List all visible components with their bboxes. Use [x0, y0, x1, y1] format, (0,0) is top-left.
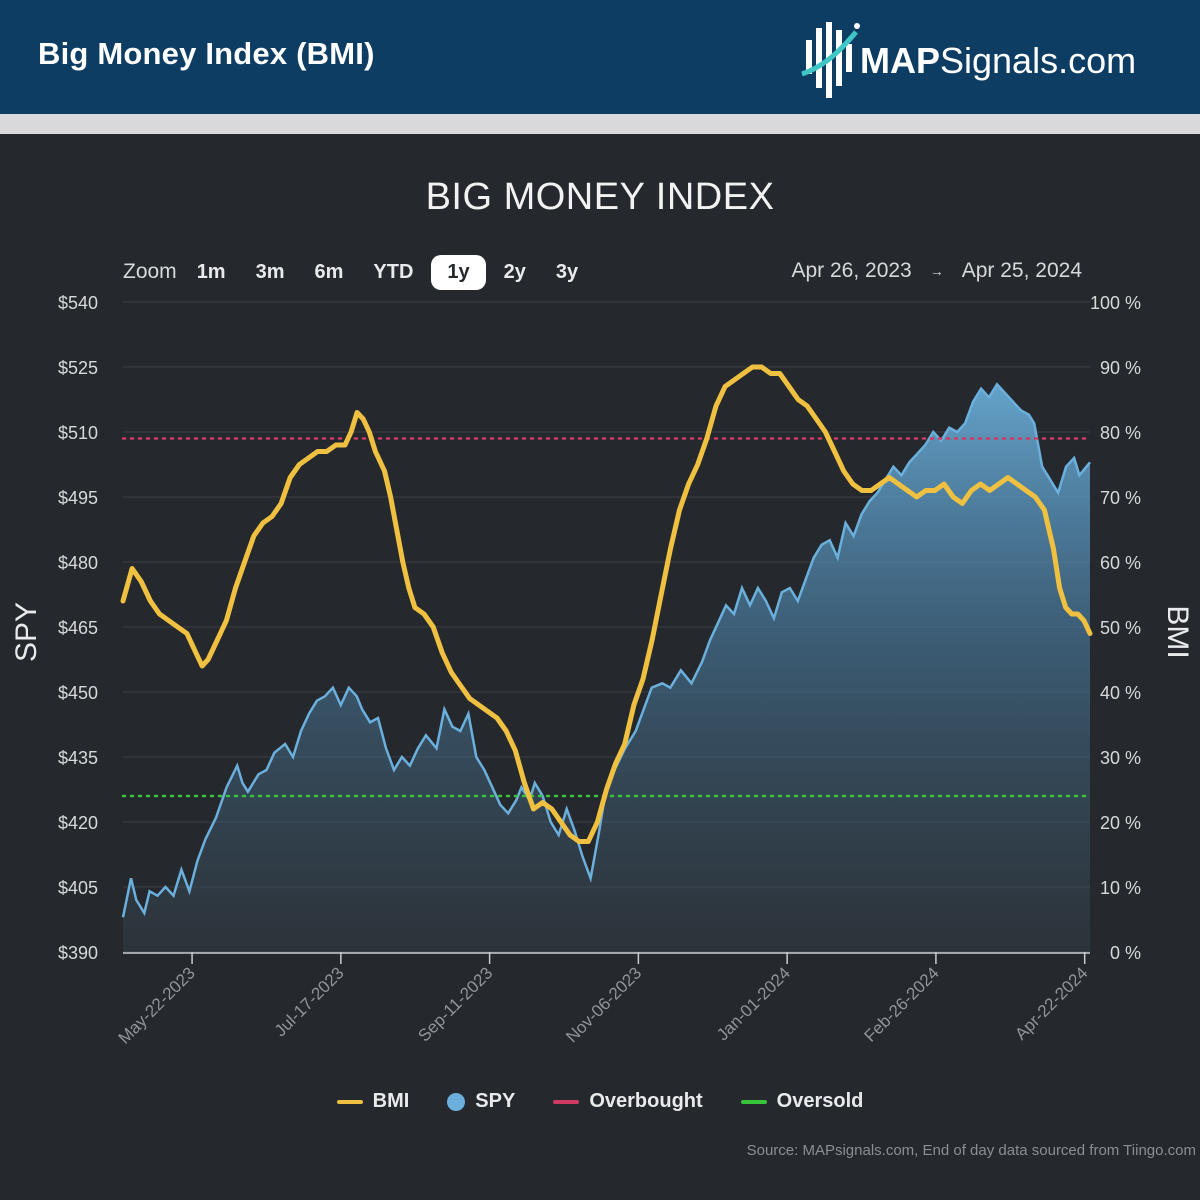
brand[interactable]: MAPSignals.com — [800, 18, 1180, 98]
left-tick-label: $465 — [58, 618, 98, 638]
zoom-1y-button[interactable]: 1y — [431, 254, 486, 290]
range-start-date[interactable]: Apr 26, 2023 — [791, 259, 912, 282]
legend-item-overbought[interactable]: Overbought — [553, 1090, 703, 1113]
chart-legend: BMI SPY Overbought Oversold — [0, 1090, 1200, 1113]
x-tick-label: Jul-17-2023 — [271, 963, 348, 1040]
range-arrow-icon: → — [929, 263, 944, 279]
right-tick-label: 60 % — [1100, 553, 1141, 573]
right-tick-label: 30 % — [1100, 748, 1141, 768]
x-tick-label: Feb-26-2024 — [860, 963, 942, 1045]
header-divider — [0, 114, 1200, 134]
left-tick-label: $450 — [58, 683, 98, 703]
left-tick-label: $510 — [58, 423, 98, 443]
zoom-2y-button[interactable]: 2y — [503, 260, 526, 283]
right-tick-label: 90 % — [1100, 358, 1141, 378]
overbought-swatch-icon — [553, 1099, 580, 1104]
legend-item-bmi[interactable]: BMI — [336, 1090, 410, 1113]
left-axis-label: SPY — [10, 602, 43, 662]
right-tick-label: 0 % — [1110, 943, 1141, 963]
left-tick-label: $405 — [58, 878, 98, 898]
x-tick-label: Apr-22-2024 — [1011, 963, 1091, 1043]
date-range: Apr 26, 2023 → Apr 25, 2024 — [791, 259, 1082, 283]
right-tick-label: 40 % — [1100, 683, 1141, 703]
left-tick-label: $420 — [58, 813, 98, 833]
x-tick-label: Nov-06-2023 — [562, 963, 645, 1046]
zoom-bar: Zoom 1m 3m 6m YTD 1y 2y 3y — [123, 254, 596, 290]
legend-label-oversold: Oversold — [776, 1090, 864, 1112]
spy-series-line[interactable] — [121, 382, 1091, 918]
right-tick-label: 10 % — [1100, 878, 1141, 898]
right-axis-label: BMI — [1161, 605, 1194, 658]
header-bar: Big Money Index (BMI) MAPSignals.com — [0, 0, 1200, 114]
bmi-series-line[interactable] — [120, 364, 1093, 844]
left-tick-label: $480 — [58, 553, 98, 573]
mapsignals-logo-icon — [801, 22, 860, 98]
brand-name: MAPSignals.com — [860, 40, 1137, 81]
left-tick-label: $495 — [58, 488, 98, 508]
left-tick-label: $390 — [58, 943, 98, 963]
zoom-3m-button[interactable]: 3m — [255, 260, 285, 283]
zoom-1m-button[interactable]: 1m — [196, 260, 226, 283]
right-tick-label: 100 % — [1090, 293, 1141, 313]
left-tick-label: $540 — [58, 293, 98, 313]
legend-item-spy[interactable]: SPY — [447, 1090, 515, 1113]
right-tick-label: 80 % — [1100, 423, 1141, 443]
page-title: Big Money Index (BMI) — [38, 36, 375, 71]
legend-label-spy: SPY — [475, 1090, 516, 1112]
right-tick-label: 20 % — [1100, 813, 1141, 833]
zoom-3y-button[interactable]: 3y — [555, 260, 579, 283]
range-end-date[interactable]: Apr 25, 2024 — [961, 259, 1082, 282]
right-tick-label: 70 % — [1100, 488, 1141, 508]
oversold-swatch-icon — [740, 1099, 767, 1104]
x-tick-label: Jan-01-2024 — [713, 963, 794, 1044]
legend-label-bmi: BMI — [372, 1090, 410, 1112]
right-tick-label: 50 % — [1100, 618, 1141, 638]
zoom-ytd-button[interactable]: YTD — [373, 260, 414, 283]
legend-label-overbought: Overbought — [589, 1090, 703, 1112]
bmi-swatch-icon — [336, 1099, 363, 1104]
x-tick-label: May-22-2023 — [115, 963, 199, 1047]
legend-item-oversold[interactable]: Oversold — [740, 1090, 864, 1113]
zoom-6m-button[interactable]: 6m — [314, 260, 344, 283]
x-tick-label: Sep-11-2023 — [414, 963, 496, 1045]
spy-area — [123, 384, 1090, 952]
chart-title: BIG MONEY INDEX — [425, 176, 775, 218]
source-note: Source: MAPsignals.com, End of day data … — [746, 1142, 1196, 1159]
left-tick-label: $435 — [58, 748, 98, 768]
spy-swatch-icon — [447, 1092, 466, 1111]
zoom-label: Zoom — [123, 260, 177, 283]
left-tick-label: $525 — [58, 358, 98, 378]
